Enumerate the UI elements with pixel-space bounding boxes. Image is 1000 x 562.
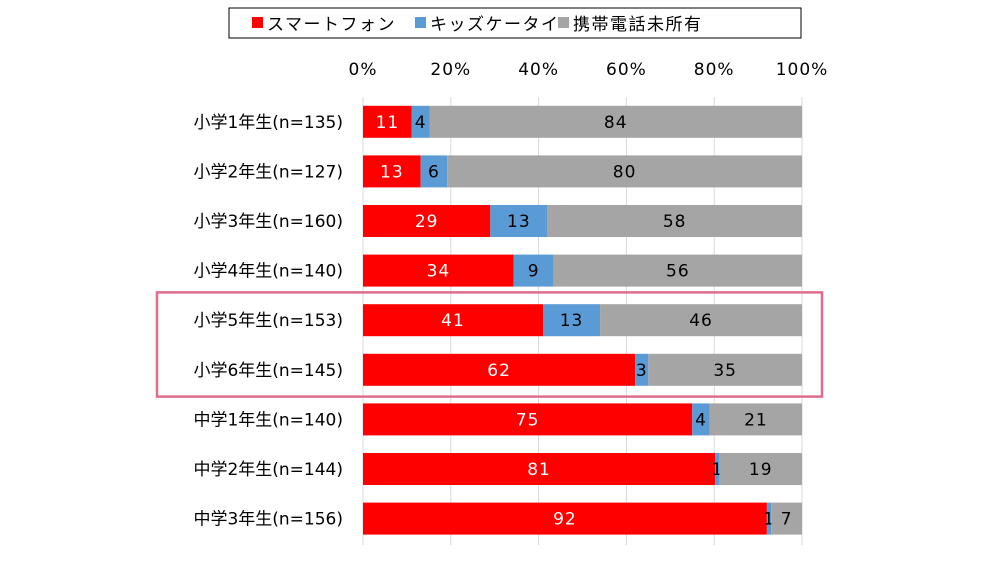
data-label: 58 [663,212,687,232]
bar-segment [542,304,601,337]
bar-segment [635,353,649,386]
bar-segment [692,403,710,436]
category-label: 小学5年生(n=153) [193,311,343,331]
legend-swatch [558,17,569,28]
bar-segment [648,353,802,386]
x-tick-label: 40% [518,60,559,80]
bar-segment [363,105,412,138]
bar-segment [411,105,430,138]
legend-swatch [415,17,426,28]
data-label: 13 [560,311,584,331]
legend-box [228,7,802,39]
data-label: 41 [441,311,465,331]
data-label: 21 [744,410,768,430]
data-label: 4 [415,113,427,133]
data-label: 56 [666,262,690,282]
data-label: 29 [415,212,439,232]
data-label: 84 [604,113,628,133]
data-label: 13 [507,212,531,232]
data-label: 34 [427,262,451,282]
data-label: 1 [763,510,775,530]
category-label: 小学4年生(n=140) [193,262,343,282]
bar-segment [715,453,720,485]
data-label: 81 [527,460,551,480]
category-label: 中学1年生(n=140) [193,410,343,430]
x-tick-label: 100% [776,60,829,80]
category-label: 中学2年生(n=144) [193,460,343,480]
legend-swatch [252,17,263,28]
bar-segment [429,105,802,138]
x-tick-label: 60% [606,60,647,80]
data-label: 1 [711,460,723,480]
bar-segment [363,453,716,485]
bar-segment [553,254,802,287]
legend-label: スマートフォン [267,15,396,35]
data-label: 4 [695,410,707,430]
data-label: 13 [380,162,404,182]
data-label: 3 [636,361,648,381]
bar-segment [363,254,514,287]
x-tick-label: 0% [349,60,378,80]
data-label: 75 [516,410,540,430]
legend-label: 携帯電話未所有 [573,15,703,35]
legend-label: キッズケータイ [430,15,560,35]
x-tick-label: 80% [694,60,735,80]
bar-segment [719,453,802,485]
bar-segment [547,205,802,237]
data-label: 9 [528,262,540,282]
bar-segment [363,155,421,188]
bar-segment [513,254,554,287]
category-label: 小学3年生(n=160) [193,212,343,232]
data-label: 62 [487,361,511,381]
data-label: 92 [553,510,577,530]
bar-segment [771,502,802,535]
bar-segment [363,502,767,535]
bar-segment [363,304,543,337]
data-label: 19 [749,460,773,480]
data-label: 7 [781,510,793,530]
data-label: 46 [689,311,713,331]
data-label: 6 [428,162,440,182]
bar-segment [363,403,693,436]
data-label: 11 [376,113,400,133]
data-label: 35 [713,361,737,381]
x-tick-label: 20% [430,60,471,80]
bar-segment [363,205,491,237]
bar-segment [766,502,772,535]
bar-segment [447,155,802,188]
bar-segment [709,403,802,436]
bar-segment [490,205,548,237]
bar-segment [363,353,636,386]
category-label: 中学3年生(n=156) [193,510,343,530]
bar-segment [600,304,802,337]
bar-segment [420,155,448,188]
category-label: 小学2年生(n=127) [193,162,343,182]
data-label: 80 [613,162,637,182]
category-label: 小学6年生(n=145) [193,361,343,381]
highlight-box [155,291,824,398]
category-label: 小学1年生(n=135) [193,113,343,133]
